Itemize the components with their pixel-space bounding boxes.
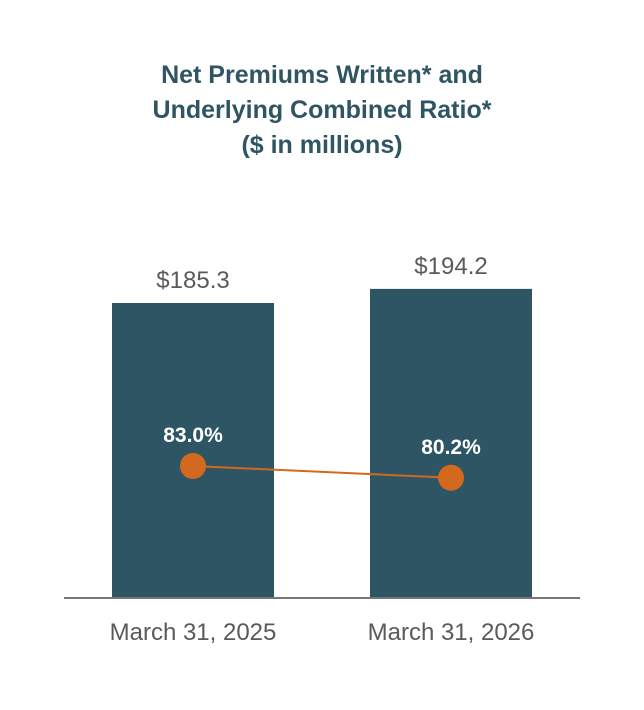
chart-title-line-2: Underlying Combined Ratio*	[152, 96, 492, 124]
chart-title: Net Premiums Written* and Underlying Com…	[0, 58, 644, 163]
ratio-point-label-1: 83.0%	[163, 424, 223, 447]
bars-layer	[112, 288, 532, 597]
chart-title-line-1: Net Premiums Written* and	[161, 61, 483, 89]
bar-value-label-2: $194.2	[414, 253, 487, 280]
ratio-point-2	[438, 464, 464, 491]
x-tick-label-2: March 31, 2026	[368, 619, 535, 646]
ratio-point-1	[180, 453, 206, 479]
labels-layer: $185.3 $194.2 83.0% 80.2% March 31, 2025 Marc…	[110, 253, 535, 646]
bar-2	[370, 288, 532, 597]
line-series-layer	[180, 453, 464, 491]
bar-value-label-1: $185.3	[156, 267, 229, 294]
x-tick-label-1: March 31, 2025	[110, 619, 277, 646]
ratio-line	[192, 465, 452, 479]
ratio-point-label-2: 80.2%	[421, 436, 481, 459]
chart-title-line-3: ($ in millions)	[241, 131, 403, 159]
bar-1	[112, 303, 274, 597]
